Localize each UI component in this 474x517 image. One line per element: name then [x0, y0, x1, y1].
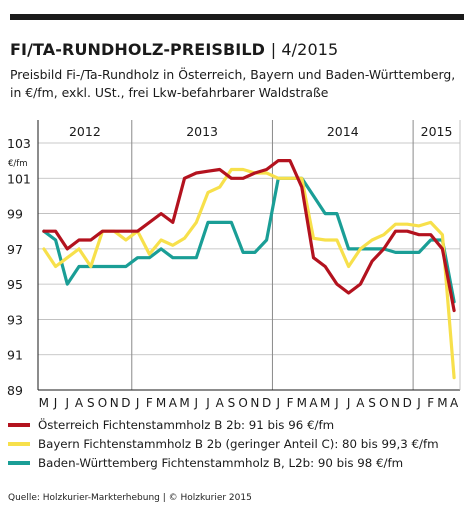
legend-item-bayern: Bayern Fichtenstammholz B 2b (geringer A… — [8, 435, 470, 454]
issue-number: | 4/2015 — [270, 40, 339, 59]
x-tick-label: J — [65, 396, 70, 410]
x-tick-label: N — [391, 396, 400, 410]
chart-subtitle: Preisbild Fi-/Ta-Rundholz in Österreich,… — [10, 67, 456, 100]
legend-swatch-oesterreich — [8, 423, 30, 427]
x-tick-label: J — [346, 396, 351, 410]
x-tick-label: J — [276, 396, 281, 410]
chart-title: FI/TA-RUNDHOLZ-PREISBILD | 4/2015 — [10, 40, 338, 59]
x-tick-label: N — [110, 396, 119, 410]
x-tick-label: M — [179, 396, 189, 410]
x-tick-label: M — [156, 396, 166, 410]
source-note: Quelle: Holzkurier-Markterhebung | © Hol… — [8, 493, 252, 503]
legend-swatch-bayern — [8, 442, 30, 446]
series-line-oesterreich — [42, 159, 456, 313]
x-tick-label: O — [379, 396, 388, 410]
x-tick-label: O — [98, 396, 107, 410]
x-tick-label: D — [403, 396, 412, 410]
y-tick-label: 99 — [7, 207, 23, 222]
x-tick-label: J — [416, 396, 421, 410]
x-tick-label: S — [228, 396, 236, 410]
legend-item-baden-wuerttemberg: Baden-Württemberg Fichtenstammholz B, L2… — [8, 454, 470, 473]
year-label-2013: 2013 — [186, 124, 218, 139]
x-tick-label: J — [135, 396, 140, 410]
x-tick-label: F — [427, 396, 434, 410]
legend: Österreich Fichtenstammholz B 2b: 91 bis… — [8, 416, 470, 473]
legend-label-bayern: Bayern Fichtenstammholz B 2b (geringer A… — [38, 437, 439, 451]
x-tick-label: J — [53, 396, 58, 410]
x-tick-label: M — [320, 396, 330, 410]
x-tick-label: F — [146, 396, 153, 410]
x-tick-label: J — [205, 396, 210, 410]
x-tick-label: A — [309, 396, 318, 410]
series-line-baden-wuerttemberg — [42, 176, 456, 304]
x-tick-label: M — [39, 396, 49, 410]
x-tick-label: M — [297, 396, 307, 410]
x-tick-label: O — [238, 396, 247, 410]
y-tick-label: 93 — [7, 312, 23, 327]
legend-swatch-baden-wuerttemberg — [8, 461, 30, 465]
y-tick-label: 91 — [7, 348, 23, 363]
year-label-2014: 2014 — [327, 124, 359, 139]
x-tick-label: A — [169, 396, 178, 410]
x-tick-label: N — [250, 396, 259, 410]
legend-label-oesterreich: Österreich Fichtenstammholz B 2b: 91 bis… — [38, 418, 335, 432]
y-tick-label: 97 — [7, 242, 23, 257]
y-tick-label: 89 — [7, 383, 23, 398]
top-rule — [10, 14, 464, 20]
y-tick-label: 101 — [7, 171, 31, 186]
y-unit-label: €/fm — [8, 159, 28, 169]
x-tick-label: A — [450, 396, 459, 410]
legend-item-oesterreich: Österreich Fichtenstammholz B 2b: 91 bis… — [8, 416, 470, 435]
x-tick-label: D — [121, 396, 130, 410]
y-tick-label: 103 — [7, 136, 31, 151]
legend-label-baden-wuerttemberg: Baden-Württemberg Fichtenstammholz B, L2… — [38, 456, 404, 470]
x-tick-label: J — [334, 396, 339, 410]
year-label-2015: 2015 — [421, 124, 453, 139]
x-tick-label: S — [87, 396, 95, 410]
x-tick-label: D — [262, 396, 271, 410]
x-tick-label: M — [437, 396, 447, 410]
series-line-bayern — [42, 167, 456, 380]
title-text: FI/TA-RUNDHOLZ-PREISBILD — [10, 40, 266, 59]
x-tick-label: A — [75, 396, 84, 410]
x-tick-label: A — [216, 396, 225, 410]
y-tick-label: 95 — [7, 277, 23, 292]
x-tick-label: J — [193, 396, 198, 410]
x-tick-label: A — [356, 396, 365, 410]
year-label-2012: 2012 — [69, 124, 101, 139]
x-tick-label: S — [368, 396, 376, 410]
x-tick-label: F — [287, 396, 294, 410]
